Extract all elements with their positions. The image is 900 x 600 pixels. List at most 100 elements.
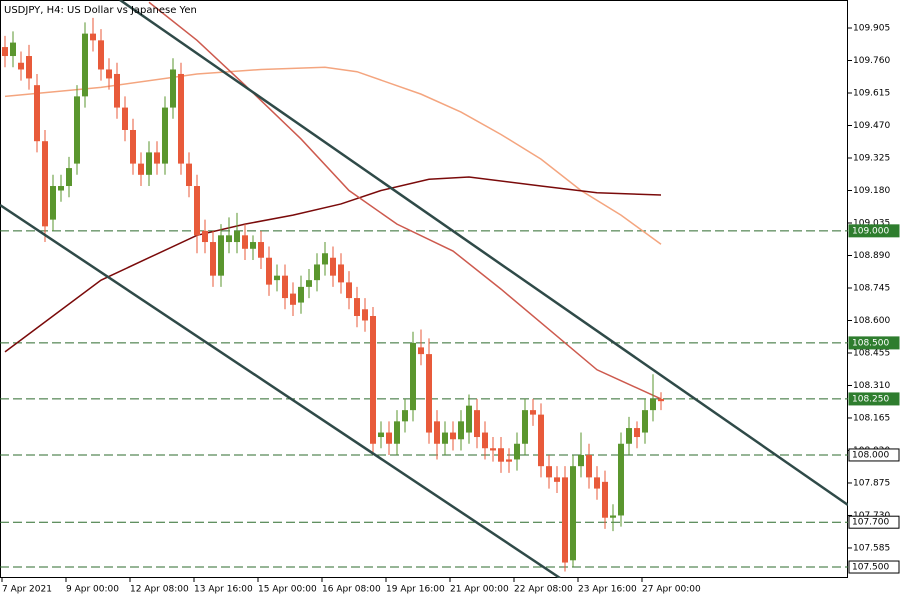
x-tick-label: 16 Apr 08:00 [322,585,381,595]
candle-body [114,73,120,108]
y-tick-label: 108.165 [853,413,890,423]
candle-body [250,242,256,249]
candle-body [186,163,192,187]
candle-body [562,477,568,563]
x-tick-label: 15 Apr 00:00 [258,585,317,595]
candle-body [370,316,376,444]
x-tick-label: 13 Apr 16:00 [194,585,253,595]
candle-body [458,421,464,440]
candle-body [194,186,200,236]
x-tick-label: 7 Apr 2021 [2,585,52,595]
candle-body [394,421,400,444]
candle-body [418,347,424,355]
candle-body [154,152,160,164]
candle-body [634,428,640,438]
candle-body [354,298,360,317]
y-tick-label: 109.325 [853,154,890,164]
plot-area [0,1,848,572]
candle-body [546,466,552,478]
channel-upper [119,0,848,507]
candle-body [426,354,432,433]
candle-body [442,432,448,444]
candle-body [506,459,512,462]
candle-body [10,42,16,57]
candle-body [234,230,240,243]
candle-body [338,264,344,283]
x-tick-label: 23 Apr 16:00 [578,585,637,595]
x-tick-label: 21 Apr 00:00 [450,585,509,595]
candle-body [266,257,272,285]
candle-body [306,280,312,287]
candle-body [98,40,104,70]
candle-body [90,33,96,41]
candle-body [330,257,336,276]
y-tick-label: 109.615 [853,89,890,99]
candle-body [618,443,624,516]
candle-body [610,515,616,518]
candle-body [258,242,264,258]
y-tick-label: 109.470 [853,121,890,131]
level-label: 107.700 [852,518,889,528]
candle-body [274,275,280,281]
candle-body [594,477,600,489]
candle-body [626,428,632,444]
level-label-box [848,224,900,238]
candle-body [66,168,72,187]
candle-body [346,282,352,299]
candle-body [226,235,232,243]
candle-body [378,432,384,438]
candle-body [466,405,472,433]
level-label-box [848,448,900,462]
y-tick-label: 108.455 [853,348,890,358]
candle-body [210,242,216,276]
candle-body [474,410,480,438]
candle-body [578,454,584,467]
y-tick-label: 108.310 [853,381,890,391]
level-label-box [848,515,900,529]
level-label-box [848,392,900,406]
candle-body [26,56,32,79]
y-tick-label: 108.890 [853,251,890,261]
candle-body [362,309,368,321]
y-tick-label: 109.760 [853,56,890,66]
plot-frame [0,0,848,578]
candle-body [322,253,328,265]
candle-body [554,477,560,482]
chart-title: USDJPY, H4: US Dollar vs Japanese Yen [4,5,197,16]
candle-body [282,275,288,299]
y-tick-label: 109.905 [853,24,890,34]
level-label-box [848,560,900,574]
moving-average [148,1,662,400]
candle-body [290,293,296,305]
candle-body [58,186,64,191]
candle-body [130,129,136,164]
channel-lower [0,203,561,578]
level-label: 108.500 [852,338,889,348]
y-tick-label: 108.745 [853,283,890,293]
x-tick-label: 12 Apr 08:00 [130,585,189,595]
x-tick-label: 27 Apr 00:00 [642,585,701,595]
candle-body [482,432,488,449]
y-tick-label: 107.875 [853,478,890,488]
x-tick-label: 9 Apr 00:00 [66,585,119,595]
candle-body [74,96,80,164]
candle-body [642,410,648,433]
candle-body [2,47,8,57]
candle-body [602,481,608,518]
candle-body [202,230,208,243]
candle-body [122,107,128,130]
candle-body [50,186,56,220]
candle-body [450,432,456,440]
candle-body [410,342,416,411]
candle-body [498,448,504,462]
candle-body [530,410,536,415]
candle-body [146,152,152,175]
candle-body [242,235,248,249]
y-tick-label: 107.585 [853,543,890,553]
level-label: 109.000 [852,226,889,236]
candle-body [434,421,440,444]
candle-body [42,141,48,227]
candle-body [658,398,664,402]
